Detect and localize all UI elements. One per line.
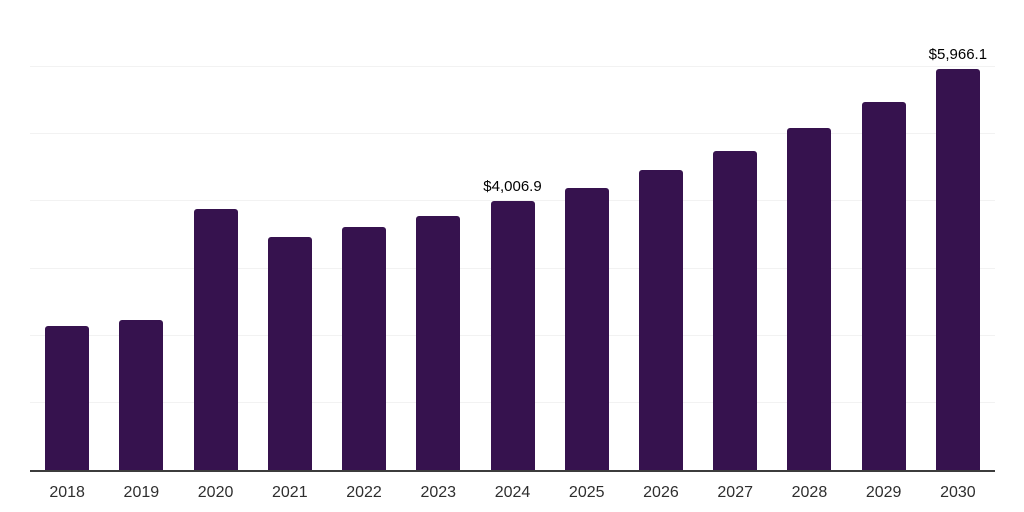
bar-2028[interactable] xyxy=(787,127,832,470)
bar-2029[interactable] xyxy=(861,102,906,470)
x-tick-2026: 2026 xyxy=(643,484,679,501)
bar-2022[interactable] xyxy=(342,226,387,470)
plot-area: $4,006.9 $5,966.1 xyxy=(30,0,995,470)
bar-2025[interactable] xyxy=(564,188,609,470)
bar-2018[interactable] xyxy=(45,325,90,470)
bar-2030[interactable] xyxy=(935,69,980,470)
x-tick-2018: 2018 xyxy=(49,484,85,501)
data-label-2030: $5,966.1 xyxy=(928,46,988,64)
x-tick-2029: 2029 xyxy=(865,484,902,501)
x-tick-2028: 2028 xyxy=(791,484,828,501)
bar-2024[interactable] xyxy=(490,200,535,470)
gridline-6000 xyxy=(30,66,995,68)
x-tick-2023: 2023 xyxy=(420,484,457,501)
x-tick-2022: 2022 xyxy=(346,484,382,501)
bar-2026[interactable] xyxy=(638,169,683,470)
x-axis-line xyxy=(30,470,995,472)
gridline-4000 xyxy=(30,200,995,202)
x-tick-2027: 2027 xyxy=(717,484,753,501)
bar-2023[interactable] xyxy=(416,215,461,470)
x-tick-2030: 2030 xyxy=(940,484,976,501)
x-tick-2024: 2024 xyxy=(494,484,531,501)
x-tick-2020: 2020 xyxy=(197,484,234,501)
bar-2019[interactable] xyxy=(119,320,164,470)
data-label-2024: $4,006.9 xyxy=(483,177,542,195)
x-tick-2021: 2021 xyxy=(272,484,308,501)
bar-2027[interactable] xyxy=(713,151,758,470)
x-tick-2025: 2025 xyxy=(568,484,605,501)
bar-2020[interactable] xyxy=(193,208,238,470)
gridline-5000 xyxy=(30,133,995,135)
x-tick-2019: 2019 xyxy=(123,484,160,501)
bar-2021[interactable] xyxy=(267,237,312,470)
